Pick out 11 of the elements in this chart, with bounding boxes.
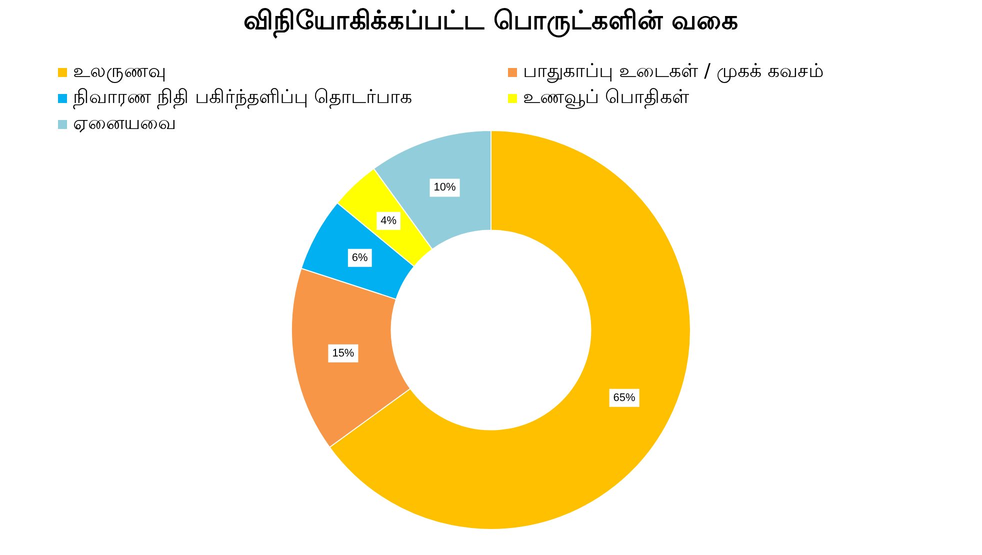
data-label: 4% [380, 214, 397, 227]
data-label: 10% [434, 182, 456, 194]
data-label: 6% [352, 252, 368, 264]
legend-label: பாதுகாப்பு உடைகள் / முகக் கவசம் [523, 60, 824, 84]
legend-label: ஏனையவை [73, 112, 176, 136]
chart-title: விநியோகிக்கப்பட்ட பொருட்களின் வகை [242, 6, 740, 39]
legend-label: உலருணவு [73, 60, 166, 84]
legend-label: நிவாரண நிதி பகிர்ந்தளிப்பு தொடர்பாக [73, 86, 412, 110]
data-label: 65% [613, 392, 636, 404]
data-label: 15% [332, 347, 354, 360]
legend-label: உணவூப் பொதிகள் [523, 86, 690, 110]
